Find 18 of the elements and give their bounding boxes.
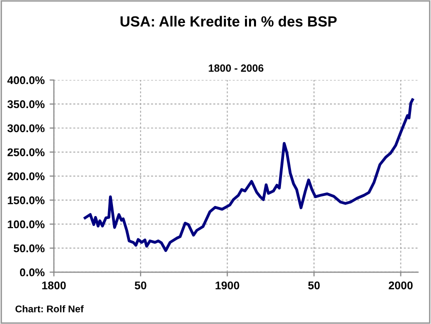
chart-title: USA: Alle Kredite in % des BSP (120, 16, 337, 27)
x-tick-label: 50 (308, 281, 320, 290)
y-tick-label: 0.0% (20, 268, 45, 276)
x-tick-label: 1900 (216, 281, 240, 290)
y-tick-label: 250.0% (8, 148, 45, 156)
text: Chart: Rolf Nef (15, 305, 84, 312)
y-tick-label: 200.0% (8, 172, 45, 180)
x-tick-label: 2000 (388, 281, 413, 290)
x-tick-label: 50 (134, 281, 146, 290)
y-tick-label: 350.0% (7, 100, 45, 108)
y-tick-label: 50.0% (14, 244, 45, 252)
y-tick-label: 100.0% (8, 220, 45, 228)
y-tick-label: 400.0% (7, 76, 45, 84)
x-tick-label: 1800 (42, 281, 66, 290)
y-tick-label: 300.0% (7, 124, 45, 132)
y-tick-label: 150.0% (8, 196, 45, 204)
line-series (84, 98, 414, 252)
chart-subtitle: 1800 - 2006 (208, 64, 264, 72)
